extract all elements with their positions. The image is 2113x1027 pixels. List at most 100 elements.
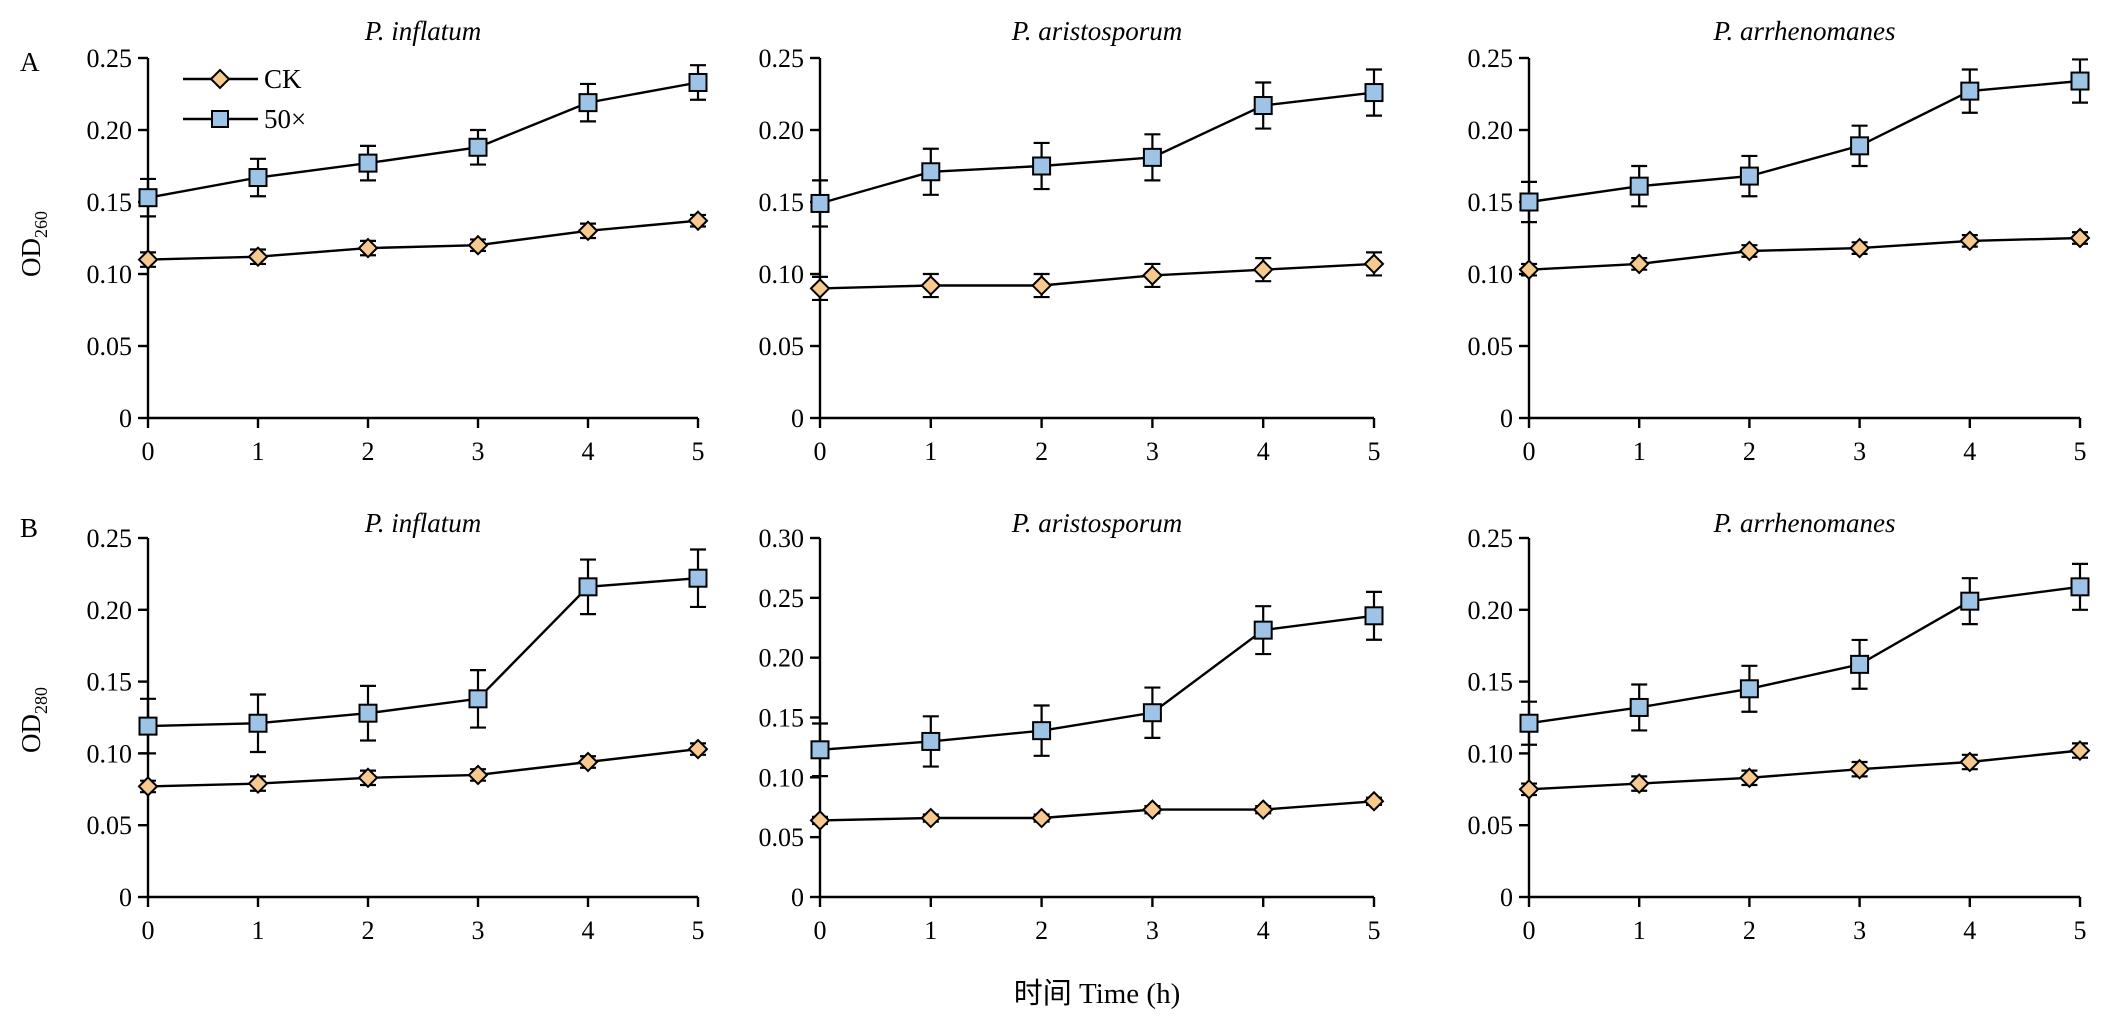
y-tick-label: 0.15 (759, 704, 805, 733)
x-tick-label: 4 (1963, 437, 1976, 466)
data-point-ck (247, 773, 269, 794)
data-point-50x (358, 703, 378, 723)
y-tick-label: 0.25 (87, 524, 133, 553)
data-point-ck (247, 246, 269, 268)
y-tick-label: 0.25 (759, 44, 805, 73)
x-tick-label: 4 (1257, 916, 1270, 945)
y-tick-label: 0 (119, 404, 132, 433)
chart-panel-6: P. arrhenomanes 0 0.05 0.10 0.15 0.20 0.25 0 1 2 3… (1468, 508, 2091, 945)
data-point-ck (1849, 758, 1871, 780)
y-tick-label: 0.15 (759, 188, 805, 217)
data-point-ck (920, 275, 942, 296)
legend-marker-50x (211, 110, 229, 128)
x-tick-label: 1 (924, 437, 937, 466)
data-point-ck (687, 210, 709, 232)
x-tick-label: 1 (1633, 437, 1646, 466)
x-tick-label: 2 (1743, 437, 1756, 466)
chart-panel-2: P. aristosporum 0 0.05 0.10 0.15 0.20 0.25 0 1 2 3… (759, 16, 1385, 466)
data-point-50x (138, 188, 158, 208)
series-line-ck (147, 747, 699, 788)
panel-title: P. aristosporum (1011, 16, 1183, 46)
data-point-50x (1629, 176, 1649, 196)
data-point-ck (1738, 240, 1760, 262)
chart-panel-5: P. aristosporum 0 0.05 0.10 0.15 0.20 0.25 0.30… (759, 508, 1385, 945)
data-point-ck (1031, 275, 1053, 296)
x-tick-label: 4 (582, 437, 595, 466)
y-axis-label-row-b-sub: 280 (31, 687, 51, 714)
y-tick-label: 0.20 (1468, 596, 1514, 625)
y-tick-label: 0.15 (87, 188, 133, 217)
data-point-ck (2069, 740, 2091, 761)
x-tick-label: 3 (472, 916, 485, 945)
data-point-50x (1253, 620, 1273, 640)
data-point-ck (137, 776, 159, 797)
y-tick-label: 0.10 (1468, 260, 1514, 289)
y-tick-label: 0.10 (759, 763, 805, 792)
legend-label-50x: 50× (264, 104, 306, 134)
y-tick-label: 0.05 (759, 823, 805, 852)
data-point-50x (921, 162, 941, 182)
chart-panels: P. inflatum 0 0.05 0.10 0.15 0.20 0.25 0 1 2 3 4 5 P.… (87, 16, 2091, 945)
panel-title: P. arrhenomanes (1712, 16, 1895, 46)
data-point-ck (577, 220, 599, 242)
series-line-50x (819, 614, 1375, 751)
data-point-50x (688, 72, 708, 92)
y-tick-label: 0.15 (1468, 188, 1514, 217)
y-tick-label: 0.10 (87, 739, 133, 768)
data-point-50x (2070, 71, 2090, 91)
data-point-50x (1032, 156, 1052, 176)
x-tick-label: 1 (1633, 916, 1646, 945)
series-line-ck (1528, 236, 2081, 271)
data-point-50x (1850, 136, 1870, 156)
y-axis-label-row-b: OD280 (16, 687, 51, 753)
y-tick-label: 0.15 (1468, 668, 1514, 697)
y-axis-label-row-a-sub: 260 (31, 211, 51, 238)
data-point-50x (358, 153, 378, 173)
data-point-50x (1960, 81, 1980, 101)
y-tick-label: 0.30 (759, 524, 805, 553)
y-tick-label: 0.05 (1468, 811, 1514, 840)
legend-label-ck: CK (264, 64, 302, 94)
y-tick-label: 0 (791, 883, 804, 912)
x-tick-label: 1 (252, 437, 265, 466)
y-tick-label: 0 (1500, 404, 1513, 433)
data-point-50x (1519, 192, 1539, 212)
x-tick-label: 1 (252, 916, 265, 945)
y-tick-label: 0.20 (759, 644, 805, 673)
series-line-50x (147, 577, 699, 728)
data-point-ck (809, 277, 831, 299)
data-point-50x (1739, 166, 1759, 186)
data-point-50x (138, 716, 158, 736)
data-point-50x (688, 568, 708, 588)
series-line-ck (819, 262, 1375, 290)
data-point-50x (1739, 679, 1759, 699)
y-tick-label: 0.20 (87, 596, 133, 625)
x-tick-label: 2 (1035, 916, 1048, 945)
data-point-ck (357, 767, 379, 789)
data-point-ck (137, 249, 159, 271)
x-tick-label: 0 (814, 437, 827, 466)
row-letter-a: A (20, 47, 40, 77)
y-tick-label: 0 (791, 404, 804, 433)
data-point-50x (2070, 577, 2090, 597)
y-tick-label: 0.25 (1468, 524, 1514, 553)
series-line-50x (1528, 79, 2081, 204)
x-tick-label: 0 (1523, 916, 1536, 945)
y-tick-label: 0.05 (1468, 332, 1514, 361)
data-point-ck (2069, 227, 2091, 249)
x-tick-label: 0 (814, 916, 827, 945)
x-tick-label: 0 (142, 916, 155, 945)
data-point-ck (1252, 799, 1274, 821)
data-point-ck (357, 237, 379, 259)
x-tick-label: 4 (1963, 916, 1976, 945)
x-tick-label: 4 (1257, 437, 1270, 466)
panel-title: P. inflatum (364, 508, 482, 538)
x-tick-label: 2 (1743, 916, 1756, 945)
y-axis-label-row-a: OD260 (16, 211, 51, 277)
series-line-50x (819, 91, 1375, 205)
data-point-ck (1252, 259, 1274, 281)
y-tick-label: 0.25 (87, 44, 133, 73)
x-tick-label: 5 (2074, 437, 2087, 466)
y-tick-label: 0.05 (87, 332, 133, 361)
